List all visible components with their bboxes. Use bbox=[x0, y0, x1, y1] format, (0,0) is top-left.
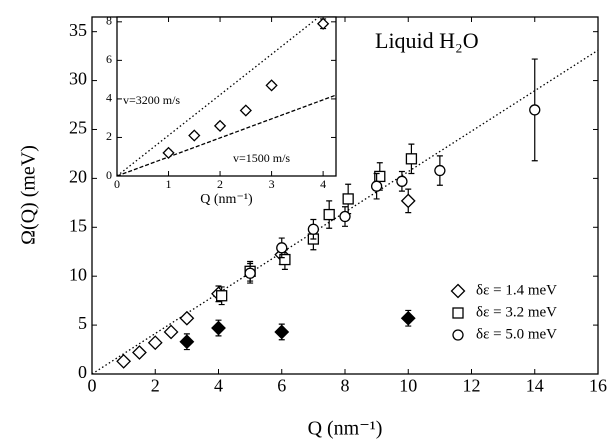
reference-line bbox=[117, 94, 336, 176]
y-tick-label: 35 bbox=[69, 20, 87, 40]
x-tick-label: 1 bbox=[166, 177, 172, 191]
y-tick-label: 10 bbox=[69, 264, 87, 284]
plot-frame bbox=[116, 16, 337, 177]
square-marker bbox=[323, 208, 335, 221]
annotation: Liquid H₂O bbox=[375, 28, 479, 53]
square-marker bbox=[405, 153, 418, 165]
line-label: v=3200 m/s bbox=[123, 93, 180, 107]
legend-marker bbox=[452, 329, 464, 341]
diamond-marker bbox=[116, 353, 132, 369]
diamond-marker bbox=[213, 119, 227, 133]
y-tick-label: 15 bbox=[69, 215, 87, 235]
line-label: v=1500 m/s bbox=[233, 151, 290, 165]
square-marker bbox=[279, 253, 291, 266]
diamond-marker bbox=[163, 324, 179, 340]
circle-marker bbox=[434, 164, 446, 177]
x-tick-label: 3 bbox=[269, 177, 275, 191]
diamond-marker bbox=[179, 334, 195, 350]
reference-line bbox=[117, 17, 320, 176]
circle-marker bbox=[370, 180, 383, 192]
x-tick-label: 0 bbox=[88, 376, 97, 396]
x-tick-label: 8 bbox=[341, 376, 350, 396]
inset-background bbox=[117, 17, 336, 176]
x-tick-label: 16 bbox=[589, 376, 607, 396]
diamond-marker bbox=[211, 320, 226, 336]
square-marker bbox=[374, 170, 386, 183]
y-tick-label: 4 bbox=[106, 91, 112, 105]
square-marker bbox=[342, 193, 354, 205]
x-tick-label: 10 bbox=[399, 376, 417, 396]
diamond-marker bbox=[400, 310, 416, 326]
y-tick-label: 8 bbox=[106, 14, 112, 28]
diamond-marker bbox=[316, 17, 330, 30]
y-tick-label: 0 bbox=[106, 168, 112, 182]
circle-marker bbox=[276, 242, 288, 254]
y-axis-label: Ω(Q) (meV) bbox=[18, 145, 40, 245]
circle-marker bbox=[396, 175, 408, 187]
circle-marker bbox=[244, 267, 256, 279]
diamond-marker bbox=[239, 104, 252, 117]
x-tick-label: 6 bbox=[277, 376, 286, 396]
x-tick-label: 2 bbox=[151, 376, 160, 396]
legend-label: δε = 3.2 meV bbox=[476, 304, 557, 320]
x-tick-label: 4 bbox=[320, 177, 326, 191]
x-tick-label: 12 bbox=[463, 376, 481, 396]
diamond-marker bbox=[132, 345, 147, 360]
x-axis-label: Q (nm⁻¹) bbox=[308, 418, 383, 440]
diamond-marker bbox=[188, 129, 201, 142]
y-tick-label: 30 bbox=[69, 69, 87, 89]
circle-marker bbox=[339, 210, 351, 223]
y-tick-label: 25 bbox=[69, 118, 87, 138]
legend-label: δε = 1.4 meV bbox=[476, 282, 557, 298]
legend-label: δε = 5.0 meV bbox=[476, 326, 557, 342]
plot-frame bbox=[91, 16, 599, 375]
inset-x-axis-label: Q (nm⁻¹) bbox=[200, 192, 253, 207]
x-tick-label: 0 bbox=[114, 177, 120, 191]
diamond-marker bbox=[274, 324, 290, 340]
diamond-marker bbox=[147, 335, 163, 351]
y-tick-label: 6 bbox=[106, 52, 112, 66]
circle-marker bbox=[529, 104, 541, 116]
legend-marker bbox=[450, 283, 466, 299]
plot-area bbox=[117, 17, 336, 176]
diamond-marker bbox=[265, 79, 278, 92]
x-tick-label: 2 bbox=[217, 177, 223, 191]
diamond-marker bbox=[179, 310, 195, 326]
y-tick-label: 2 bbox=[106, 129, 112, 143]
y-tick-label: 5 bbox=[78, 313, 87, 333]
y-tick-label: 20 bbox=[69, 167, 87, 187]
legend-marker bbox=[452, 307, 464, 319]
y-tick-label: 0 bbox=[78, 362, 87, 382]
diamond-marker bbox=[162, 146, 175, 159]
diamond-marker bbox=[400, 193, 416, 209]
circle-marker bbox=[307, 223, 320, 235]
x-tick-label: 14 bbox=[526, 376, 544, 396]
square-marker bbox=[216, 290, 228, 302]
x-tick-label: 4 bbox=[214, 376, 223, 396]
